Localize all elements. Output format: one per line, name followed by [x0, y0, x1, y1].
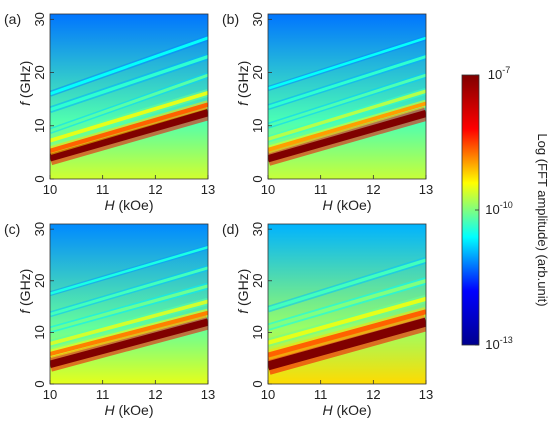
mode-line — [268, 89, 426, 141]
y-axis-label: f (GHz) — [235, 61, 251, 106]
x-tick-label: 10 — [43, 182, 57, 197]
y-axis-label: f (GHz) — [235, 269, 251, 314]
mode-line — [50, 102, 208, 153]
axes-frame — [49, 13, 209, 180]
y-axis-label: f (GHz) — [17, 269, 33, 314]
y-tick-label: 30 — [32, 222, 47, 236]
x-tick-label: 13 — [419, 387, 433, 402]
colorbar-label: Log (FFT amplitude) (arb.unit) — [535, 133, 550, 306]
colorbar-tick-label: 10-10 — [485, 200, 512, 217]
x-tick-label: 12 — [366, 182, 380, 197]
y-tick-label: 10 — [32, 119, 47, 133]
x-tick-label: 10 — [261, 182, 275, 197]
x-tick-label: 12 — [148, 182, 162, 197]
x-tick-label: 10 — [261, 387, 275, 402]
axes-frame — [267, 223, 427, 385]
mode-line — [268, 101, 426, 152]
mode-line — [50, 310, 208, 357]
x-axis-label: H (kOe) — [322, 402, 371, 418]
mode-line — [268, 278, 426, 330]
colorbar-tick-label: 10-7 — [488, 65, 510, 82]
colorbar-tick-label: 10-13 — [485, 335, 512, 352]
x-tick-label: 11 — [96, 387, 110, 402]
y-tick-label: 20 — [250, 274, 265, 288]
heatmap-area — [50, 224, 208, 384]
mode-line — [50, 90, 208, 143]
y-tick-label: 10 — [32, 325, 47, 339]
mode-line — [268, 309, 426, 358]
mode-line — [268, 73, 426, 128]
mode-line — [50, 36, 208, 96]
y-tick-label: 0 — [32, 175, 47, 182]
x-tick-label: 11 — [314, 182, 328, 197]
colorbar: 10-7 10-10 10-13 Log (FFT amplitude) (arb.u… — [461, 65, 550, 352]
mode-line — [268, 296, 426, 345]
heatmap-area — [50, 14, 208, 179]
y-tick-label: 0 — [250, 175, 265, 182]
y-tick-label: 20 — [250, 65, 265, 79]
mode-line — [268, 258, 426, 311]
mode-line — [50, 73, 208, 133]
panel-label: (c) — [4, 221, 20, 237]
panel-label: (d) — [222, 221, 239, 237]
mode-line — [50, 266, 208, 316]
axes-frame — [267, 13, 427, 180]
y-tick-label: 30 — [250, 12, 265, 26]
x-tick-label: 13 — [201, 182, 215, 197]
x-axis-label: H (kOe) — [104, 197, 153, 213]
mode-line — [50, 318, 208, 368]
mode-line — [50, 299, 208, 346]
panel-label: (a) — [4, 11, 21, 27]
x-tick-label: 13 — [201, 387, 215, 402]
mode-line — [268, 110, 426, 163]
x-tick-label: 10 — [43, 387, 57, 402]
x-axis-label: H (kOe) — [104, 402, 153, 418]
mode-line — [50, 284, 208, 332]
axes-frame — [49, 223, 209, 385]
mode-line — [268, 317, 426, 371]
x-tick-label: 11 — [314, 387, 328, 402]
panel-label: (b) — [222, 11, 239, 27]
x-tick-label: 13 — [419, 182, 433, 197]
y-tick-label: 0 — [250, 380, 265, 387]
x-tick-label: 11 — [96, 182, 110, 197]
mode-line — [268, 55, 426, 109]
mode-line — [50, 246, 208, 295]
y-tick-label: 10 — [250, 119, 265, 133]
y-tick-label: 20 — [32, 65, 47, 79]
y-tick-label: 30 — [250, 222, 265, 236]
x-tick-label: 12 — [366, 387, 380, 402]
y-axis-label: f (GHz) — [17, 61, 33, 106]
y-tick-label: 30 — [32, 12, 47, 26]
x-tick-label: 12 — [148, 387, 162, 402]
y-tick-label: 20 — [32, 274, 47, 288]
y-tick-label: 10 — [250, 325, 265, 339]
x-axis-label: H (kOe) — [322, 197, 371, 213]
mode-line — [268, 36, 426, 90]
heatmap-area — [268, 14, 426, 179]
heatmap-area — [268, 224, 426, 384]
y-tick-label: 0 — [32, 380, 47, 387]
mode-line — [50, 108, 208, 162]
mode-line — [50, 54, 208, 112]
